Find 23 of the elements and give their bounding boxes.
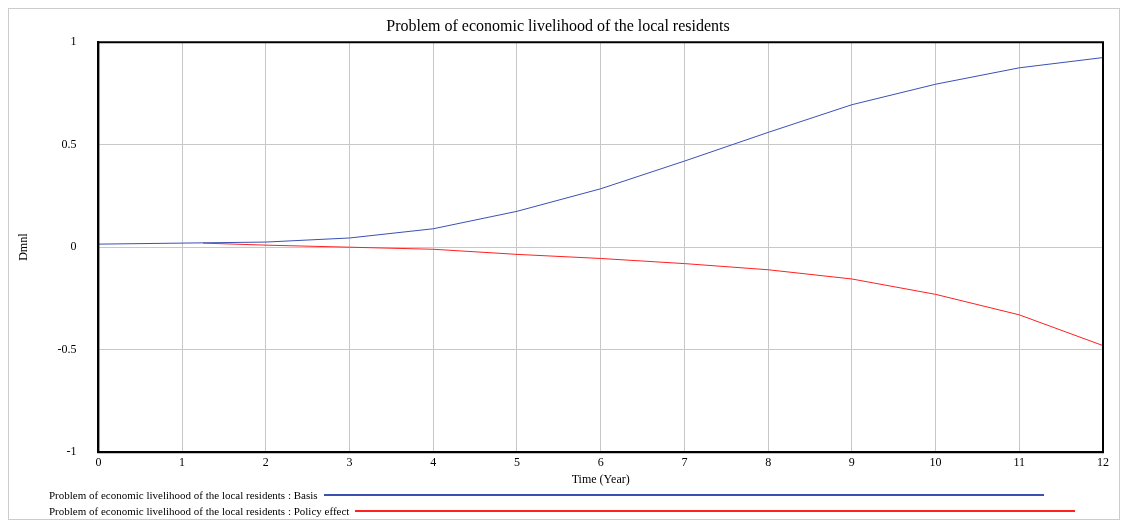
x-tick-label: 7 <box>681 454 688 469</box>
y-tick-label: 1 <box>70 34 77 49</box>
y-tick-label: -0.5 <box>57 341 77 356</box>
y-tick-label: 0.5 <box>61 136 77 151</box>
legend-label: Problem of economic livelihood of the local residents : Basis <box>49 489 318 501</box>
x-tick-label: 11 <box>1013 454 1026 469</box>
x-tick-label: 4 <box>430 454 437 469</box>
x-axis-title: Time (Year) <box>571 471 630 486</box>
y-tick-label: 0 <box>70 239 77 254</box>
x-tick-label: 0 <box>95 454 102 469</box>
x-tick-label: 8 <box>765 454 772 469</box>
legend-label: Problem of economic livelihood of the local residents : Policy effect <box>49 505 350 517</box>
x-tick-label: 9 <box>848 454 855 469</box>
x-tick-label: 1 <box>179 454 186 469</box>
x-tick-label: 3 <box>346 454 353 469</box>
chart-title: Problem of economic livelihood of the local residents <box>386 16 730 34</box>
y-tick-label: -1 <box>66 444 77 459</box>
x-tick-label: 6 <box>597 454 604 469</box>
y-axis-title: Dmnl <box>16 232 31 261</box>
x-tick-label: 5 <box>513 454 520 469</box>
x-tick-label: 10 <box>929 454 942 469</box>
x-tick-label: 2 <box>262 454 269 469</box>
x-tick-label: 12 <box>1097 454 1109 469</box>
